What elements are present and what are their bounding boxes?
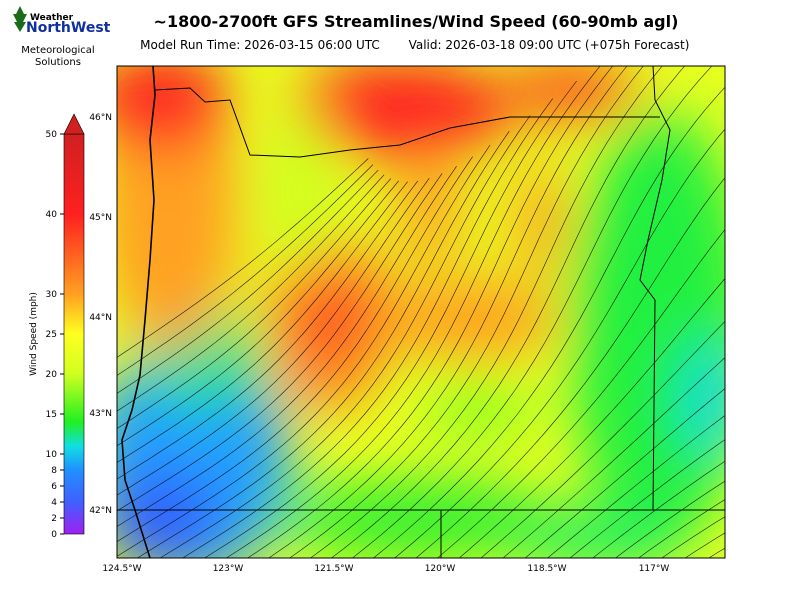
borders xyxy=(117,66,725,558)
colorbar-fill xyxy=(63,133,85,535)
streamline xyxy=(225,66,601,558)
lat-label: 42°N xyxy=(89,506,112,516)
streamline xyxy=(268,66,628,558)
lat-label: 46°N xyxy=(89,113,112,123)
logo-line: Meteorological xyxy=(21,45,94,56)
lat-label: 45°N xyxy=(89,213,112,223)
streamline xyxy=(719,110,800,580)
wind-field xyxy=(117,66,725,558)
lon-label: 120°W xyxy=(425,564,456,574)
logo: Weather NorthWest Meteorological Solutio… xyxy=(13,6,111,68)
colorbar-tick-label: 2 xyxy=(51,514,57,524)
colorbar: Wind Speed (mph) 0 2 4 6 8 10 15 20 25 30 40 50 xyxy=(29,113,85,540)
lon-label: 117°W xyxy=(639,564,670,574)
streamline xyxy=(569,439,725,558)
colorbar-tick-label: 20 xyxy=(46,370,58,380)
colorbar-tick-label: 30 xyxy=(46,290,58,300)
colorbar-tick-label: 40 xyxy=(46,210,58,220)
streamline xyxy=(547,415,725,558)
lon-label: 123°W xyxy=(213,564,244,574)
streamline xyxy=(763,102,800,580)
streamline xyxy=(117,178,430,496)
streamline xyxy=(592,460,725,558)
colorbar-tick-label: 4 xyxy=(51,498,57,508)
streamline xyxy=(136,130,510,558)
map-frame xyxy=(116,65,726,559)
streamline xyxy=(117,166,457,527)
streamline xyxy=(741,106,800,580)
streamline xyxy=(330,66,686,558)
streamline xyxy=(117,180,399,447)
colorbar-tick-label: 8 xyxy=(51,466,57,476)
streamline xyxy=(117,178,392,429)
streamlines xyxy=(117,66,800,580)
colorbar-tick-label: 10 xyxy=(46,450,58,460)
streamline xyxy=(117,169,379,394)
streamline xyxy=(117,174,385,412)
streamline xyxy=(117,173,443,512)
lon-label: 118.5°W xyxy=(527,564,566,574)
streamline xyxy=(502,357,725,558)
lat-label: 43°N xyxy=(89,409,112,419)
streamline xyxy=(480,320,725,558)
streamline xyxy=(524,388,725,558)
tree-icon xyxy=(13,6,27,32)
lon-label: 121.5°W xyxy=(314,564,353,574)
logo-top: Weather xyxy=(30,13,74,23)
logo-main: NorthWest xyxy=(26,20,111,36)
streamline xyxy=(458,278,725,558)
lon-label: 124.5°W xyxy=(102,564,141,574)
colorbar-extend xyxy=(63,113,85,135)
streamline xyxy=(117,156,473,542)
colorbar-tick-label: 15 xyxy=(46,410,57,420)
streamline xyxy=(615,480,725,558)
streamline xyxy=(117,158,369,358)
streamline xyxy=(310,66,663,558)
streamline xyxy=(785,97,800,580)
streamline xyxy=(415,177,725,558)
colorbar-tick-label: 6 xyxy=(51,482,57,492)
colorbar-tick-label: 25 xyxy=(46,330,57,340)
lat-label: 44°N xyxy=(89,313,112,323)
streamline xyxy=(351,66,713,558)
streamline xyxy=(117,144,491,557)
streamline xyxy=(289,66,644,558)
streamline xyxy=(117,164,374,376)
streamline xyxy=(117,180,419,480)
model-run: Model Run Time: 2026-03-15 06:00 UTC xyxy=(140,38,380,52)
title: ~1800-2700ft GFS Streamlines/Wind Speed … xyxy=(154,12,679,31)
colorbar-label: Wind Speed (mph) xyxy=(29,292,39,376)
streamline xyxy=(117,181,408,463)
streamline xyxy=(372,86,725,558)
streamline xyxy=(204,80,577,558)
logo-line: Solutions xyxy=(35,57,81,68)
streamline xyxy=(159,115,531,558)
colorbar-tick-label: 50 xyxy=(46,130,58,140)
streamline xyxy=(182,98,553,558)
valid-time: Valid: 2026-03-18 09:00 UTC (+075h Forec… xyxy=(409,38,690,52)
map-axes: 46°N 45°N 44°N 43°N 42°N 124.5°W 123°W 121.5°W 1… xyxy=(89,113,669,574)
map xyxy=(117,66,800,580)
streamline xyxy=(437,228,725,558)
colorbar-tick-label: 0 xyxy=(51,530,57,540)
streamline xyxy=(394,128,725,558)
streamline xyxy=(247,66,614,558)
